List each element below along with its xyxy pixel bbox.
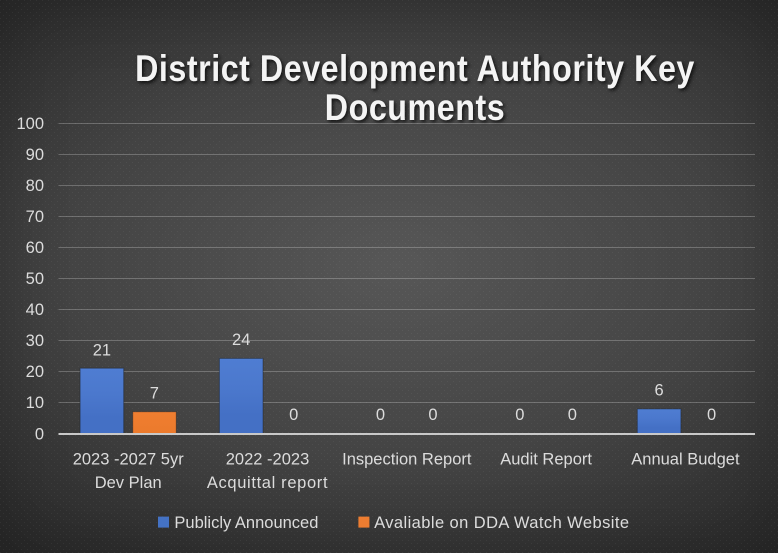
svg-text:24: 24 [232,331,250,349]
svg-text:0: 0 [35,426,44,444]
svg-text:40: 40 [26,301,44,319]
svg-text:50: 50 [26,270,44,288]
svg-text:Avaliable on DDA Watch Website: Avaliable on DDA Watch Website [374,514,629,532]
svg-text:30: 30 [26,332,44,350]
svg-text:Annual Budget: Annual Budget [631,451,740,469]
svg-text:Acquittal report: Acquittal report [207,474,328,492]
svg-text:0: 0 [707,406,716,424]
svg-text:20: 20 [26,363,44,381]
svg-text:90: 90 [26,146,44,164]
svg-text:6: 6 [655,382,664,400]
svg-text:0: 0 [376,406,385,424]
svg-text:Audit Report: Audit Report [500,451,592,469]
svg-text:Publicly Announced: Publicly Announced [174,514,318,532]
svg-text:0: 0 [568,406,577,424]
svg-text:0: 0 [289,406,298,424]
svg-text:0: 0 [428,406,437,424]
svg-text:Dev Plan: Dev Plan [95,474,162,492]
svg-text:7: 7 [150,384,159,402]
svg-text:2023 -2027 5yr: 2023 -2027 5yr [73,451,185,469]
svg-text:70: 70 [26,208,44,226]
svg-text:2022 -2023: 2022 -2023 [226,451,310,469]
svg-text:Inspection Report: Inspection Report [342,451,472,469]
svg-text:10: 10 [26,394,44,412]
svg-text:21: 21 [93,341,111,359]
svg-text:0: 0 [515,406,524,424]
svg-text:80: 80 [26,177,44,195]
svg-text:100: 100 [16,115,44,133]
svg-text:60: 60 [26,239,44,257]
